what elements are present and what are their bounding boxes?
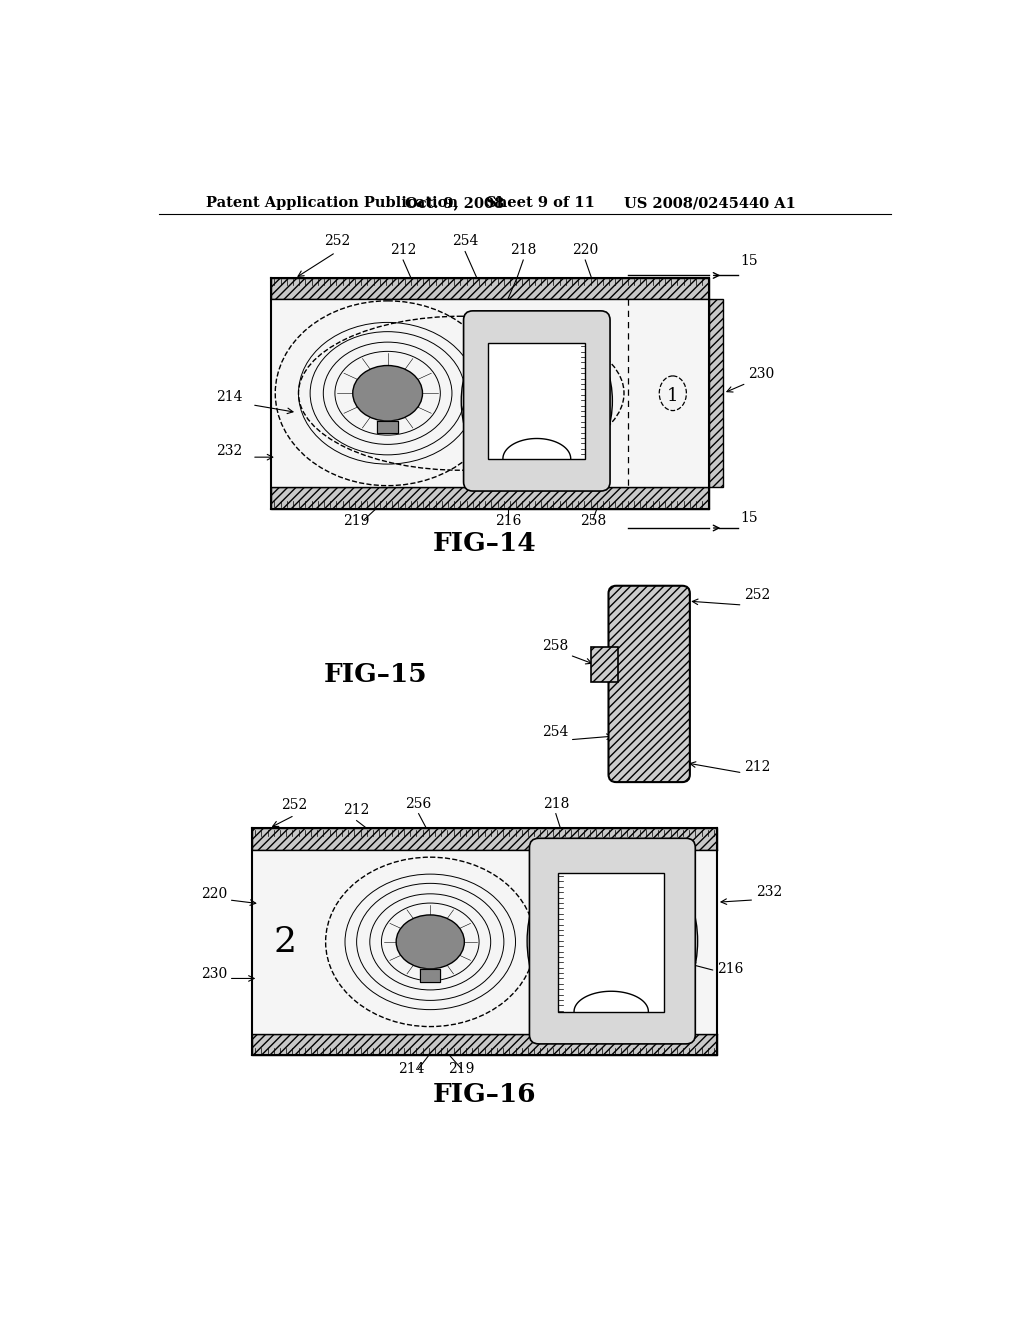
- Polygon shape: [271, 300, 710, 487]
- Polygon shape: [271, 277, 710, 300]
- Text: 218: 218: [510, 243, 537, 257]
- Polygon shape: [252, 1034, 717, 1056]
- Polygon shape: [252, 829, 717, 850]
- Polygon shape: [592, 647, 617, 682]
- Text: 232: 232: [216, 444, 243, 458]
- Text: 2: 2: [273, 925, 296, 958]
- Text: 214: 214: [397, 1063, 424, 1076]
- Text: FIG–16: FIG–16: [433, 1081, 537, 1106]
- Polygon shape: [420, 969, 440, 982]
- Text: 212: 212: [744, 759, 770, 774]
- Text: FIG–15: FIG–15: [325, 663, 428, 686]
- Text: 258: 258: [542, 639, 568, 652]
- Text: 212: 212: [343, 804, 370, 817]
- Text: 254: 254: [452, 235, 478, 248]
- Text: 220: 220: [572, 243, 598, 257]
- Text: Sheet 9 of 11: Sheet 9 of 11: [486, 197, 595, 210]
- Text: 15: 15: [740, 253, 758, 268]
- Text: 216: 216: [495, 513, 521, 528]
- Ellipse shape: [461, 313, 612, 490]
- FancyBboxPatch shape: [529, 838, 695, 1044]
- Polygon shape: [271, 487, 710, 508]
- Polygon shape: [377, 421, 398, 433]
- Ellipse shape: [527, 840, 697, 1043]
- FancyBboxPatch shape: [464, 312, 610, 491]
- Ellipse shape: [352, 366, 423, 421]
- Text: 212: 212: [390, 243, 417, 257]
- Text: 256: 256: [406, 796, 432, 810]
- Text: 218: 218: [543, 796, 569, 810]
- Text: 232: 232: [756, 884, 782, 899]
- Text: 219: 219: [449, 1063, 474, 1076]
- Text: 219: 219: [343, 513, 370, 528]
- Text: 252: 252: [744, 587, 770, 602]
- Polygon shape: [252, 829, 717, 1056]
- Ellipse shape: [396, 915, 464, 969]
- Text: 258: 258: [580, 513, 606, 528]
- Text: 254: 254: [542, 725, 568, 739]
- Text: 230: 230: [748, 367, 774, 381]
- FancyBboxPatch shape: [608, 586, 690, 781]
- Polygon shape: [710, 300, 723, 487]
- Polygon shape: [252, 850, 717, 1034]
- Text: 252: 252: [282, 799, 308, 812]
- Text: Patent Application Publication: Patent Application Publication: [206, 197, 458, 210]
- Text: 220: 220: [201, 887, 227, 900]
- Text: 216: 216: [717, 962, 743, 975]
- Text: 15: 15: [740, 511, 758, 525]
- Text: 230: 230: [201, 968, 227, 982]
- Polygon shape: [558, 873, 665, 1011]
- Text: US 2008/0245440 A1: US 2008/0245440 A1: [624, 197, 796, 210]
- Text: 252: 252: [325, 235, 350, 248]
- Text: Oct. 9, 2008: Oct. 9, 2008: [406, 197, 505, 210]
- Text: FIG–14: FIG–14: [432, 531, 537, 556]
- Polygon shape: [488, 343, 586, 459]
- Polygon shape: [271, 277, 710, 508]
- Text: 1: 1: [667, 387, 679, 404]
- Text: 214: 214: [216, 389, 243, 404]
